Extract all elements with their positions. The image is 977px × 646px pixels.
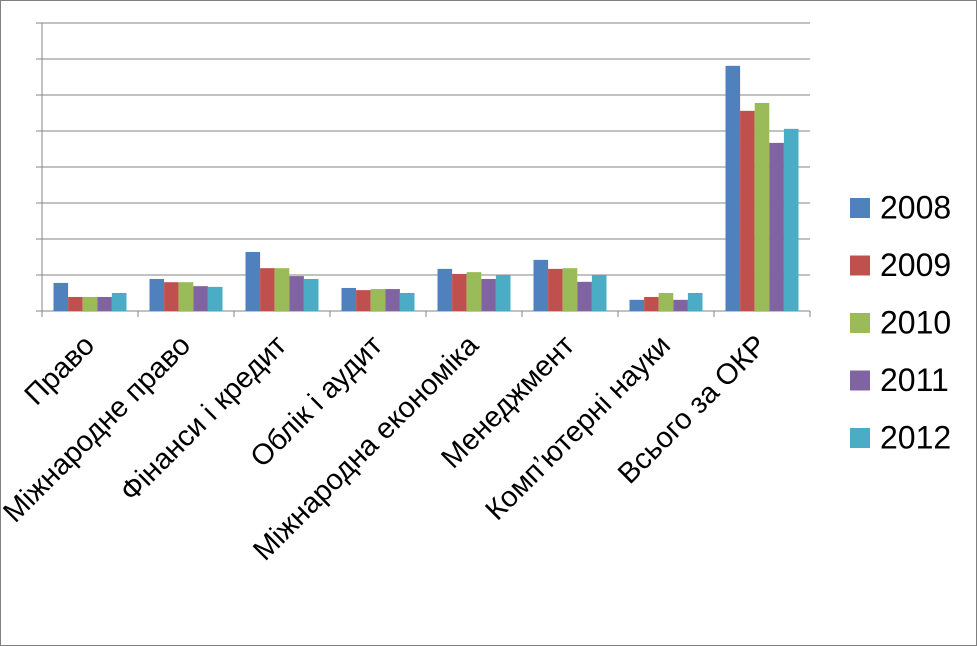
legend-swatch bbox=[850, 255, 870, 276]
legend-swatch bbox=[850, 428, 870, 448]
bar bbox=[673, 299, 688, 311]
bar bbox=[274, 268, 290, 311]
bar bbox=[644, 296, 659, 311]
bar bbox=[562, 268, 578, 311]
bar bbox=[740, 110, 755, 311]
bar bbox=[495, 275, 511, 311]
bar bbox=[481, 278, 496, 311]
bar bbox=[97, 296, 112, 311]
bar bbox=[303, 278, 319, 311]
bar bbox=[193, 286, 208, 311]
bar bbox=[466, 272, 482, 311]
bar bbox=[533, 259, 549, 311]
bar bbox=[783, 128, 799, 311]
bar bbox=[178, 282, 194, 311]
bar bbox=[769, 142, 784, 311]
legend-label: 2008 bbox=[880, 189, 951, 225]
bar bbox=[452, 273, 467, 311]
bar bbox=[385, 289, 400, 311]
bar bbox=[245, 251, 261, 311]
bar bbox=[149, 278, 165, 311]
bar bbox=[754, 102, 770, 311]
bar bbox=[725, 65, 741, 311]
bar bbox=[370, 289, 386, 311]
bar bbox=[591, 275, 607, 311]
bar bbox=[111, 293, 127, 311]
bar bbox=[164, 282, 179, 311]
legend-swatch bbox=[850, 313, 870, 333]
legend-swatch bbox=[850, 198, 870, 218]
bar bbox=[289, 276, 304, 311]
legend-label: 2012 bbox=[880, 419, 951, 455]
legend-label: 2009 bbox=[880, 247, 951, 283]
legend-label: 2010 bbox=[880, 304, 951, 340]
bar bbox=[341, 287, 357, 311]
bar bbox=[658, 293, 674, 311]
bar bbox=[687, 293, 703, 311]
legend-swatch bbox=[850, 370, 870, 391]
bar bbox=[548, 268, 563, 311]
bar bbox=[53, 282, 69, 311]
bar bbox=[260, 268, 275, 311]
bar bbox=[356, 290, 371, 311]
bar bbox=[629, 299, 645, 311]
legend-label: 2011 bbox=[880, 362, 949, 398]
bar bbox=[82, 296, 98, 311]
bar bbox=[399, 293, 415, 311]
bar bbox=[207, 286, 223, 311]
bar bbox=[68, 296, 83, 311]
bar bbox=[437, 268, 453, 311]
bar bbox=[577, 281, 592, 311]
